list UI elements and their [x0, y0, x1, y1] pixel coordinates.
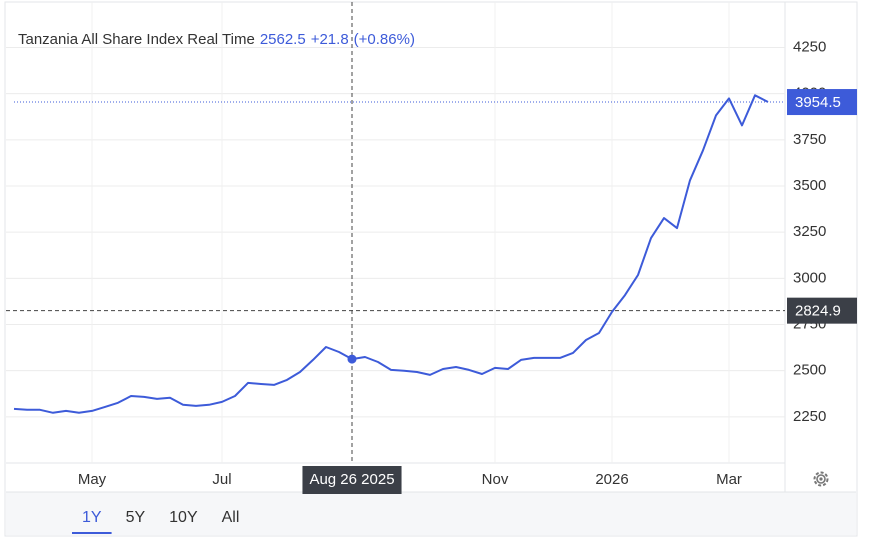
y-tick-label: 3250: [793, 223, 826, 240]
chart-title: Tanzania All Share Index Real Time 2562.5…: [18, 31, 415, 48]
last-value-label: 3954.5: [795, 94, 841, 111]
y-tick-label: 2500: [793, 362, 826, 379]
hover-point: [347, 354, 357, 364]
chart-frame: [4, 1, 858, 537]
last-value-box: [787, 89, 857, 116]
price-line: [13, 94, 769, 414]
hover-value: 2562.5: [260, 31, 306, 48]
range-button[interactable]: 10Y: [169, 509, 198, 526]
range-button[interactable]: All: [222, 509, 240, 526]
x-tick-label: 2026: [595, 471, 628, 488]
crosshair-x-label: Aug 26 2025: [309, 471, 394, 488]
crosshair-x-box: [302, 466, 402, 494]
range-button[interactable]: 1Y: [82, 509, 102, 526]
y-tick-label: 2250: [793, 408, 826, 425]
gear-body: [816, 474, 826, 484]
crosshair-y-label: 2824.9: [795, 303, 841, 320]
y-tick-label: 3500: [793, 177, 826, 194]
range-bar: [6, 492, 856, 535]
y-tick-label: 4250: [793, 38, 826, 55]
crosshair-y-box: [787, 297, 857, 324]
y-tick-label: 3000: [793, 269, 826, 286]
gear-teeth: [813, 471, 829, 487]
y-tick-label: 3750: [793, 131, 826, 148]
range-button[interactable]: 5Y: [126, 509, 146, 526]
hover-change-percent: (+0.86%): [354, 31, 415, 48]
settings-icon[interactable]: [813, 471, 829, 487]
gear-hub: [819, 477, 823, 481]
x-tick-label: Mar: [716, 471, 742, 488]
x-tick-label: Nov: [482, 471, 509, 488]
x-tick-label: Jul: [212, 471, 231, 488]
x-tick-label: May: [78, 471, 107, 488]
title-text: Tanzania All Share Index Real Time: [18, 31, 255, 48]
hover-change: +21.8: [311, 31, 349, 48]
